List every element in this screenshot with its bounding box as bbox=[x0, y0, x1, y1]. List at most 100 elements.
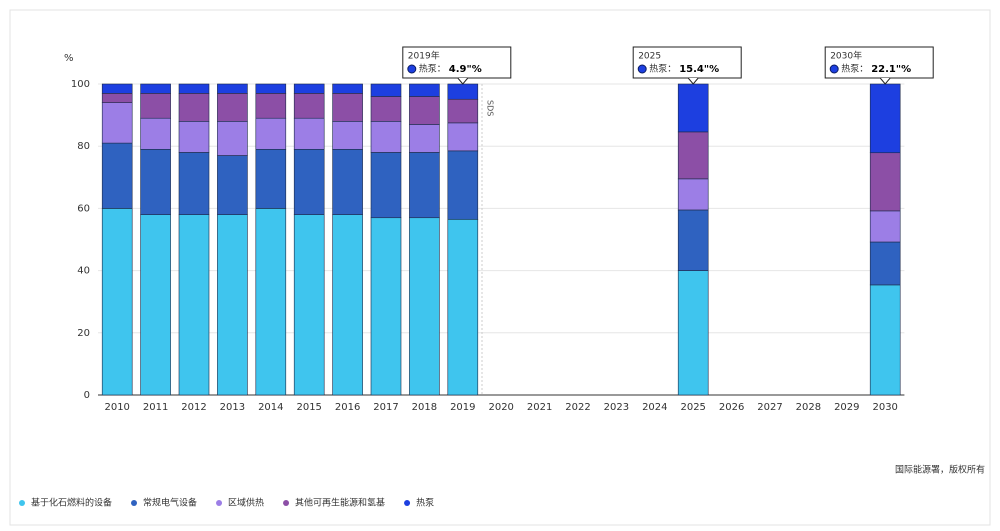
bar-segment bbox=[178, 121, 210, 153]
bar-segment bbox=[101, 93, 133, 103]
bar-segment bbox=[869, 210, 901, 243]
tooltip-value: 4.9"% bbox=[449, 64, 482, 75]
legend-label: 热泵 bbox=[416, 497, 434, 509]
bar-segment bbox=[447, 218, 479, 396]
x-tick-label: 2025 bbox=[680, 402, 705, 413]
y-tick-label: 40 bbox=[77, 266, 90, 277]
tooltip-label: 热泵： bbox=[841, 63, 868, 75]
x-tick-label: 2018 bbox=[412, 402, 437, 413]
tooltip-box bbox=[824, 46, 934, 79]
tooltip-pointer bbox=[879, 77, 891, 85]
legend-marker bbox=[216, 500, 223, 506]
bar-segment bbox=[140, 214, 171, 396]
bar-segment bbox=[409, 217, 440, 396]
source: 国际能源署，版权所有 bbox=[895, 464, 985, 476]
bar-segment bbox=[677, 131, 709, 180]
legend-label: 常规电气设备 bbox=[143, 497, 197, 509]
x-tick-label: 2010 bbox=[104, 402, 129, 413]
bar-segment bbox=[140, 149, 171, 215]
bar-segment bbox=[293, 93, 325, 119]
tooltip-dot bbox=[829, 64, 839, 74]
x-tick-label: 2023 bbox=[604, 402, 629, 413]
bar-segment bbox=[255, 93, 287, 119]
bar-segment bbox=[409, 83, 440, 97]
bar-segment bbox=[370, 217, 402, 396]
legend-marker bbox=[131, 500, 138, 506]
bar-segment bbox=[178, 152, 210, 215]
bar-segment bbox=[409, 124, 440, 153]
y-tick-label: 60 bbox=[77, 203, 90, 214]
bar-segment bbox=[178, 83, 210, 94]
x-tick-label: 2017 bbox=[373, 402, 398, 413]
bar-segment bbox=[332, 93, 363, 122]
bar-segment bbox=[217, 214, 248, 396]
bar-segment bbox=[409, 96, 440, 125]
bar-segment bbox=[332, 121, 363, 150]
y-unit: % bbox=[64, 53, 74, 64]
y-tick-label: 100 bbox=[71, 79, 90, 90]
bar-segment bbox=[293, 83, 325, 94]
bar-segment bbox=[217, 121, 248, 156]
tooltip-pointer bbox=[457, 77, 469, 85]
x-tick-label: 2022 bbox=[565, 402, 590, 413]
bar-segment bbox=[101, 83, 133, 94]
y-tick-label: 80 bbox=[77, 141, 90, 152]
tooltip-box bbox=[402, 46, 512, 79]
tooltip-value: 15.4"% bbox=[679, 64, 719, 75]
tooltip-title: 2019年 bbox=[408, 50, 440, 62]
bar-segment bbox=[677, 83, 709, 133]
x-tick-label: 2016 bbox=[335, 402, 360, 413]
x-tick-label: 2020 bbox=[488, 402, 513, 413]
bar-segment bbox=[101, 102, 133, 144]
x-tick-label: 2027 bbox=[757, 402, 782, 413]
bar-segment bbox=[447, 98, 479, 124]
y-tick-label: 0 bbox=[84, 390, 90, 401]
legend-label: 基于化石燃料的设备 bbox=[31, 497, 112, 509]
x-tick-label: 2019 bbox=[450, 402, 475, 413]
bar-segment bbox=[178, 93, 210, 122]
bar-segment bbox=[140, 83, 171, 94]
bar-segment bbox=[255, 149, 287, 209]
bar-segment bbox=[332, 214, 363, 396]
bar-segment bbox=[255, 83, 287, 94]
x-tick-label: 2014 bbox=[258, 402, 283, 413]
bar-segment bbox=[217, 93, 248, 122]
tooltip-box bbox=[632, 46, 742, 79]
bar-segment bbox=[370, 83, 402, 97]
x-tick-label: 2028 bbox=[796, 402, 821, 413]
card bbox=[9, 9, 991, 526]
bar-segment bbox=[293, 149, 325, 215]
legend-label: 区域供热 bbox=[228, 497, 264, 509]
bar-segment bbox=[869, 284, 901, 396]
x-tick-label: 2021 bbox=[527, 402, 552, 413]
tooltip-title: 2025 bbox=[638, 52, 661, 62]
legend-label: 其他可再生能源和氢基 bbox=[295, 497, 385, 509]
x-tick-label: 2026 bbox=[719, 402, 744, 413]
x-tick-label: 2011 bbox=[143, 402, 168, 413]
bar-segment bbox=[869, 241, 901, 286]
bar-segment bbox=[370, 152, 402, 219]
bar-segment bbox=[370, 121, 402, 153]
x-tick-label: 2024 bbox=[642, 402, 667, 413]
x-tick-label: 2030 bbox=[872, 402, 897, 413]
bar-segment bbox=[447, 122, 479, 152]
bar-segment bbox=[217, 155, 248, 215]
x-tick-label: 2029 bbox=[834, 402, 859, 413]
bar-segment bbox=[332, 83, 363, 94]
bar-segment bbox=[293, 117, 325, 150]
bar-segment bbox=[293, 214, 325, 396]
tooltip-dot bbox=[407, 64, 417, 74]
bar-segment bbox=[447, 150, 479, 220]
legend-marker bbox=[283, 500, 290, 506]
bar-segment bbox=[178, 214, 210, 396]
bar-segment bbox=[101, 142, 133, 209]
scenario-label: SDS bbox=[486, 100, 495, 116]
bar-segment bbox=[255, 208, 287, 396]
x-tick-label: 2012 bbox=[181, 402, 206, 413]
y-tick-label: 20 bbox=[77, 328, 90, 339]
bar-segment bbox=[869, 83, 901, 154]
bar-segment bbox=[447, 83, 479, 100]
bar-segment bbox=[677, 270, 709, 396]
bar-segment bbox=[332, 149, 363, 215]
